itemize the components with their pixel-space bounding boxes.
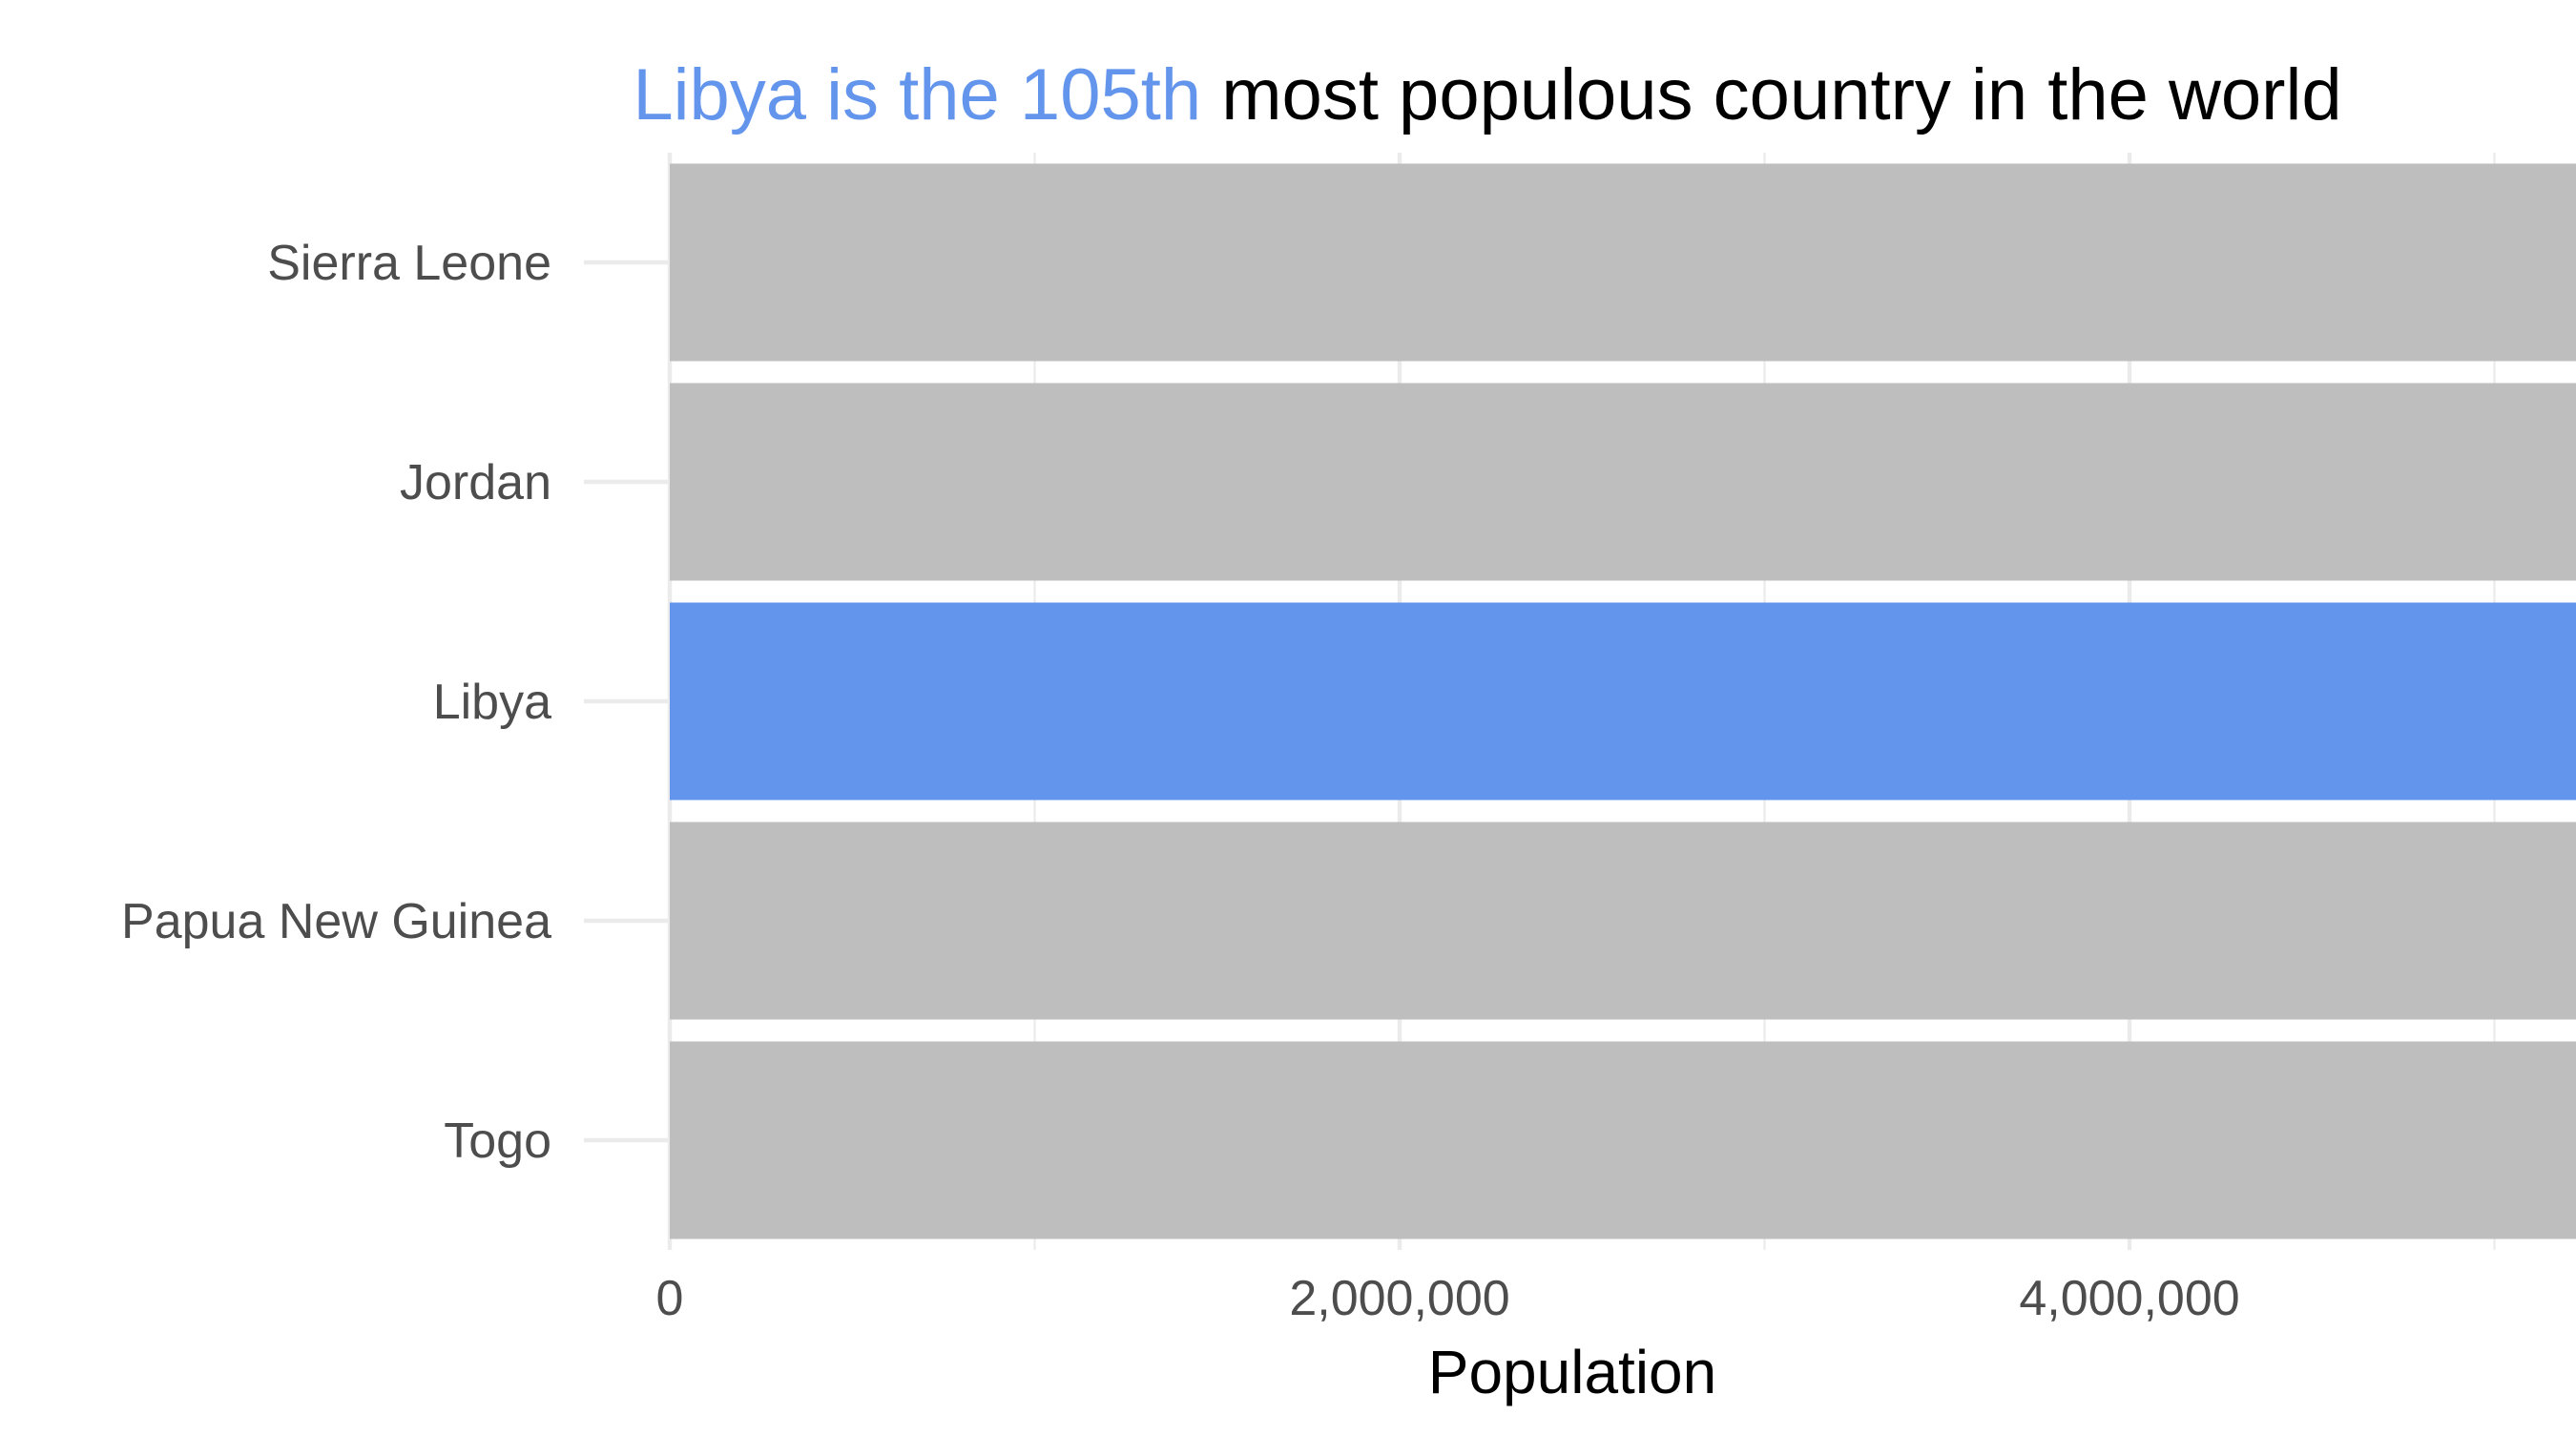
bar <box>670 163 2576 362</box>
title-highlight: Libya is the 105th <box>633 54 1201 135</box>
bar-highlighted <box>670 602 2576 801</box>
x-tick-label: 4,000,000 <box>2019 1271 2239 1326</box>
y-tick-label: Papua New Guinea <box>121 894 551 949</box>
bar <box>670 1041 2576 1239</box>
y-axis: Sierra Leone Jordan Libya Papua New Guinea T… <box>121 236 551 1169</box>
x-axis-title: Population <box>1428 1338 1716 1406</box>
y-tick-label: Jordan <box>400 455 551 510</box>
y-tick-label: Togo <box>444 1113 551 1169</box>
chart-title: Libya is the 105th most populous country… <box>633 54 2341 135</box>
bar <box>670 383 2576 581</box>
x-tick-label: 0 <box>656 1271 684 1326</box>
bars <box>670 163 2576 1239</box>
y-tick-label: Libya <box>433 675 551 730</box>
x-tick-label: 2,000,000 <box>1289 1271 1509 1326</box>
bar <box>670 822 2576 1020</box>
title-rest: most populous country in the world <box>1201 54 2342 135</box>
y-tick-label: Sierra Leone <box>267 236 551 291</box>
